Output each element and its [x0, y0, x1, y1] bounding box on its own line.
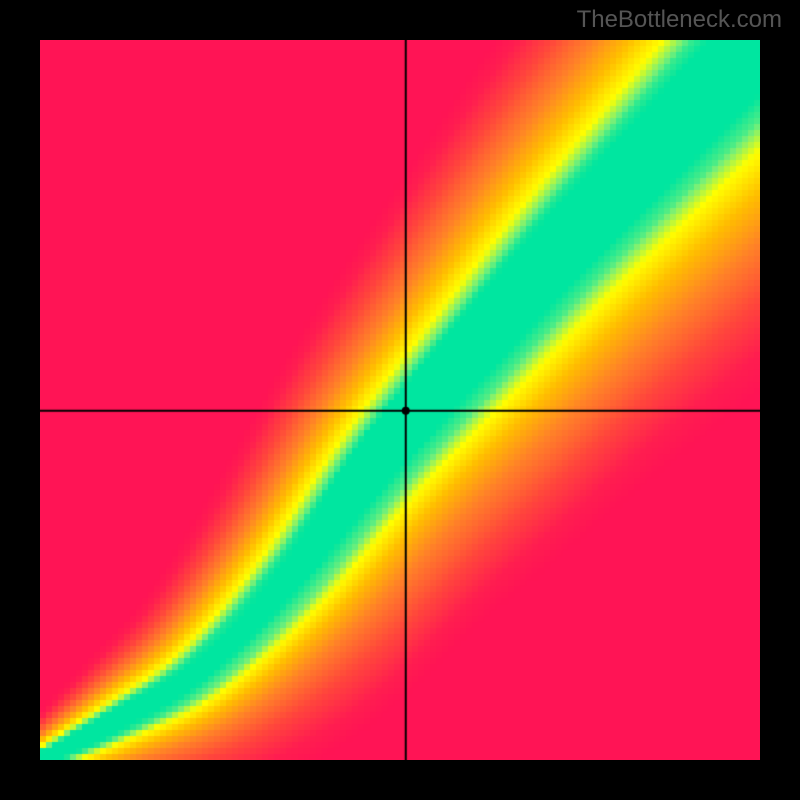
- heatmap-canvas: [40, 40, 760, 760]
- chart-container: TheBottleneck.com: [0, 0, 800, 800]
- watermark-text: TheBottleneck.com: [577, 6, 782, 34]
